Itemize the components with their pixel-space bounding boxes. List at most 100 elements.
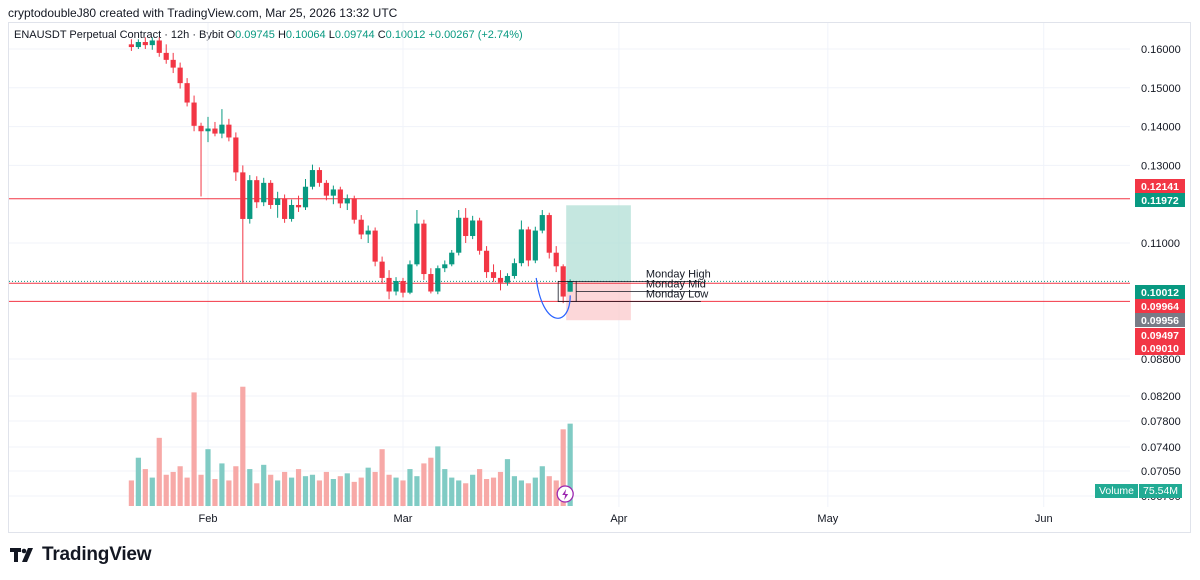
candle-body <box>316 170 323 183</box>
volume-bar <box>504 459 511 506</box>
candle-body <box>532 230 538 261</box>
price-label: 0.10012 <box>1141 287 1179 299</box>
time-tick-label: May <box>817 513 838 525</box>
candle-body <box>268 182 274 205</box>
candle-body <box>344 198 350 204</box>
candle-body <box>504 275 511 283</box>
candle-body <box>365 230 371 235</box>
volume-bar <box>135 457 141 506</box>
candle-body <box>435 268 441 292</box>
candle-body <box>470 220 476 237</box>
candle-body <box>212 128 218 134</box>
volume-bar <box>407 469 413 506</box>
volume-bar <box>205 449 211 506</box>
time-tick-label: Feb <box>199 513 218 525</box>
price-tick-label: 0.07050 <box>1141 466 1181 478</box>
candles <box>128 37 573 304</box>
candle-body <box>330 189 336 196</box>
price-label-bg <box>1135 285 1185 299</box>
volume-bar <box>358 477 364 506</box>
candle-body <box>518 229 524 264</box>
volume-bar <box>393 477 399 506</box>
price-tick-label: 0.14000 <box>1141 122 1181 134</box>
volume-bar <box>553 480 559 506</box>
price-label-bg <box>1135 299 1185 313</box>
price-label: 0.11972 <box>1141 195 1179 207</box>
volume-bar <box>330 479 336 506</box>
tradingview-logo[interactable]: TradingView <box>10 544 152 566</box>
price-label: 0.09010 <box>1141 343 1179 355</box>
time-tick-label: Jun <box>1035 513 1053 525</box>
candle-body <box>288 204 295 219</box>
candle-body <box>219 124 225 134</box>
candle-body <box>456 217 462 253</box>
candle-body <box>198 125 204 132</box>
symbol-name[interactable]: ENAUSDT Perpetual Contract · 12h · Bybit <box>14 29 224 41</box>
price-label-bg <box>1135 328 1185 342</box>
candle-body <box>156 40 162 53</box>
candle-body <box>511 263 518 276</box>
volume-bar <box>539 466 545 506</box>
volume-bar <box>316 480 323 506</box>
candle-body <box>275 198 281 205</box>
volume-bar <box>428 457 434 506</box>
candle-body <box>386 277 392 292</box>
volume-bar <box>128 480 134 506</box>
candle-body <box>240 172 246 219</box>
candle-body <box>226 124 232 138</box>
change-value: +0.00267 (+2.74%) <box>428 29 523 41</box>
volume-bar <box>240 386 246 506</box>
candle-body <box>247 180 253 219</box>
monday-level-label: Monday High <box>646 268 711 280</box>
volume-bar <box>351 481 357 506</box>
candle-body <box>170 59 176 68</box>
volume-bar <box>344 473 350 506</box>
volume-bar <box>254 483 260 506</box>
candle-body <box>414 223 420 265</box>
volume-badge: Volume 75.54M <box>1095 484 1183 498</box>
volume-bar <box>511 476 518 506</box>
volume-bar <box>268 474 274 506</box>
volume-bar <box>247 469 253 506</box>
price-tick-label: 0.07400 <box>1141 442 1181 454</box>
symbol-legend: ENAUSDT Perpetual Contract · 12h · Bybit… <box>14 29 523 41</box>
price-label-bg <box>1135 179 1185 193</box>
volume-value: 75.54M <box>1138 484 1183 498</box>
chart-credit: cryptodoubleJ80 created with TradingView… <box>8 6 398 20</box>
volume-bars <box>128 386 573 506</box>
position-zones <box>566 205 631 321</box>
close-value: 0.10012 <box>385 29 426 41</box>
candle-body <box>254 180 260 203</box>
candle-body <box>163 52 169 60</box>
candle-body <box>351 198 357 220</box>
price-axis: 0.16000 0.15000 0.14000 0.13000 0.11000 0.088… <box>1135 44 1185 503</box>
volume-bar <box>261 464 267 506</box>
volume-bar <box>219 463 225 506</box>
candle-body <box>400 281 406 293</box>
volume-bar <box>282 471 288 506</box>
candle-body <box>282 198 288 219</box>
price-tick-label: 0.15000 <box>1141 83 1181 95</box>
volume-bar <box>497 471 504 506</box>
volume-bar <box>525 483 531 506</box>
open-label: O <box>226 29 236 41</box>
candle-body <box>546 215 552 253</box>
volume-bar <box>532 477 538 506</box>
time-axis: Feb Mar Apr May Jun <box>199 513 1053 525</box>
time-tick-label: Apr <box>610 513 627 525</box>
candle-body <box>309 170 316 187</box>
volume-bar <box>233 466 239 506</box>
volume-bar <box>421 463 427 506</box>
volume-bar <box>372 471 378 506</box>
volume-bar <box>184 477 190 506</box>
candle-body <box>184 83 190 103</box>
volume-bar <box>198 474 204 506</box>
volume-bar <box>490 477 497 506</box>
price-label: 0.09497 <box>1141 330 1179 342</box>
volume-bar <box>156 437 162 506</box>
high-value: 0.10064 <box>285 29 326 41</box>
candle-body <box>463 217 469 237</box>
candle-body <box>295 204 302 208</box>
